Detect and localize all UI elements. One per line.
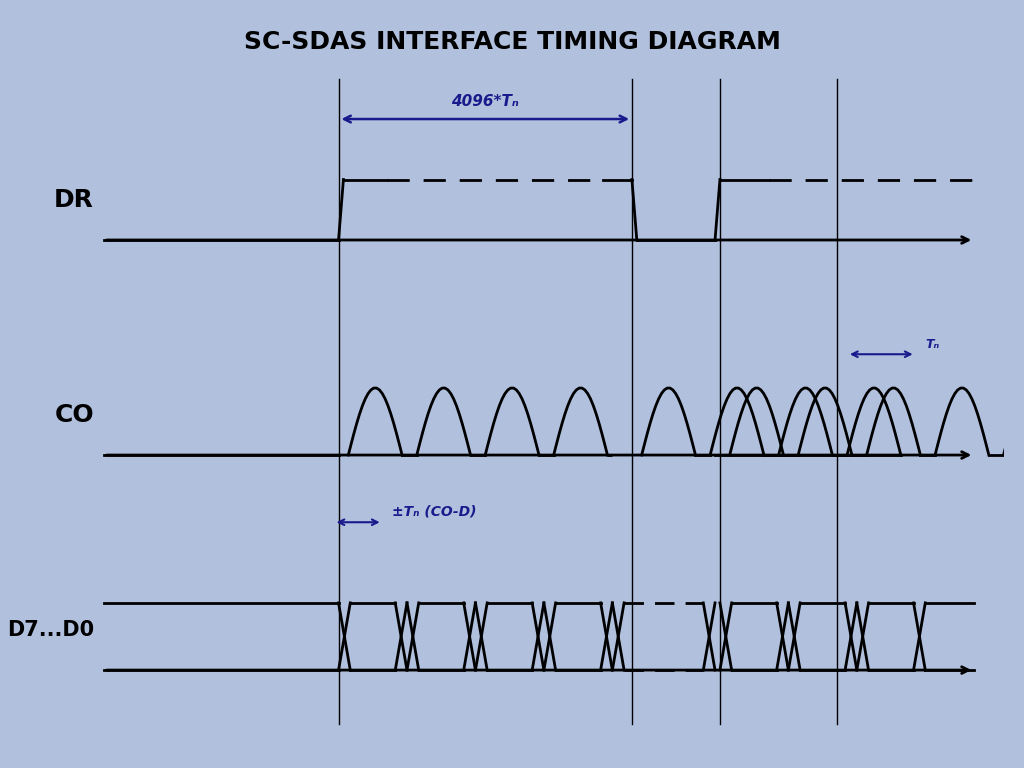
Text: D7...D0: D7...D0	[7, 620, 94, 640]
Text: CO: CO	[54, 402, 94, 427]
Text: ±Tₙ (CO-D): ±Tₙ (CO-D)	[392, 505, 477, 519]
Text: Tₙ: Tₙ	[926, 338, 940, 351]
Text: 4096*Tₙ: 4096*Tₙ	[452, 94, 519, 109]
Text: DR: DR	[54, 187, 94, 212]
Text: SC-SDAS INTERFACE TIMING DIAGRAM: SC-SDAS INTERFACE TIMING DIAGRAM	[244, 30, 780, 55]
